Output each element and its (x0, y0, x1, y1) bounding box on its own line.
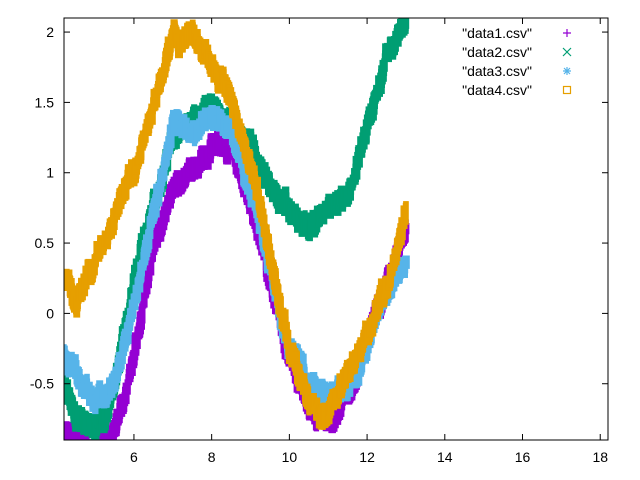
series-1-point (91, 441, 98, 458)
series-1-point (80, 439, 88, 440)
series-1-point (92, 442, 97, 456)
legend-label: "data4.csv" (462, 82, 532, 98)
plot-area (64, 18, 410, 465)
series-1-point (84, 442, 92, 460)
series-1-point (90, 441, 96, 465)
x-tick-label: 8 (208, 449, 216, 465)
legend-entry-1: "data1.csv" (448, 25, 598, 42)
series-1-point (88, 446, 96, 457)
legend-entry-background (448, 82, 598, 99)
series-1-point (93, 441, 98, 451)
plot-frame (63, 17, 609, 441)
series-1-point (88, 443, 96, 460)
series-1-point (83, 437, 90, 440)
legend-marker-star-icon (563, 67, 571, 75)
legend-label: "data3.csv" (462, 63, 532, 79)
y-tick-label: 2 (46, 24, 54, 40)
legend-marker-plus-icon (563, 29, 571, 37)
series-1-point (87, 443, 92, 454)
series-1-point (84, 440, 92, 457)
x-tick-label: 12 (359, 449, 375, 465)
series-1-point (85, 441, 93, 453)
series-1-point (91, 445, 98, 459)
series-1-point (87, 445, 94, 457)
series-1-point (85, 439, 92, 440)
series-1-point (87, 439, 94, 440)
legend: "data1.csv" "data2.csv" "data3.csv" "data4.… (448, 25, 598, 99)
x-tick-label: 10 (282, 449, 298, 465)
series-1-point (86, 443, 93, 453)
y-tick-label: 0.5 (35, 235, 55, 251)
legend-label: "data2.csv" (462, 44, 532, 60)
x-tick-label: 14 (437, 449, 453, 465)
legend-entry-background (448, 44, 598, 61)
legend-entry-4: "data4.csv" (448, 82, 598, 99)
axes: 6 8 10 12 14 16 18 -0.5 0 0.5 1 1.5 2 (30, 17, 609, 465)
legend-entry-3: "data3.csv" (448, 63, 598, 80)
series-1-point (89, 445, 97, 463)
y-tick-label: 0 (46, 305, 54, 321)
y-tick-label: 1.5 (35, 94, 55, 110)
legend-entry-background (448, 63, 598, 80)
legend-marker-cross-icon (562, 47, 572, 57)
x-tick-label: 18 (592, 449, 608, 465)
y-tick-label: -0.5 (30, 376, 54, 392)
legend-entry-2: "data2.csv" (448, 44, 598, 61)
y-tick-label: 1 (46, 165, 54, 181)
series-4-point (403, 201, 409, 225)
x-tick-label: 16 (515, 449, 531, 465)
series-3-point (402, 255, 410, 269)
legend-marker-square-icon (562, 85, 572, 95)
series-1-point (90, 445, 96, 465)
series-2-point (403, 18, 409, 32)
series-1-point (84, 442, 90, 455)
x-tick-label: 6 (130, 449, 138, 465)
legend-entry-background (448, 25, 598, 42)
series-3-point (135, 276, 144, 293)
legend-label: "data1.csv" (462, 25, 532, 41)
series-4 (64, 19, 409, 430)
